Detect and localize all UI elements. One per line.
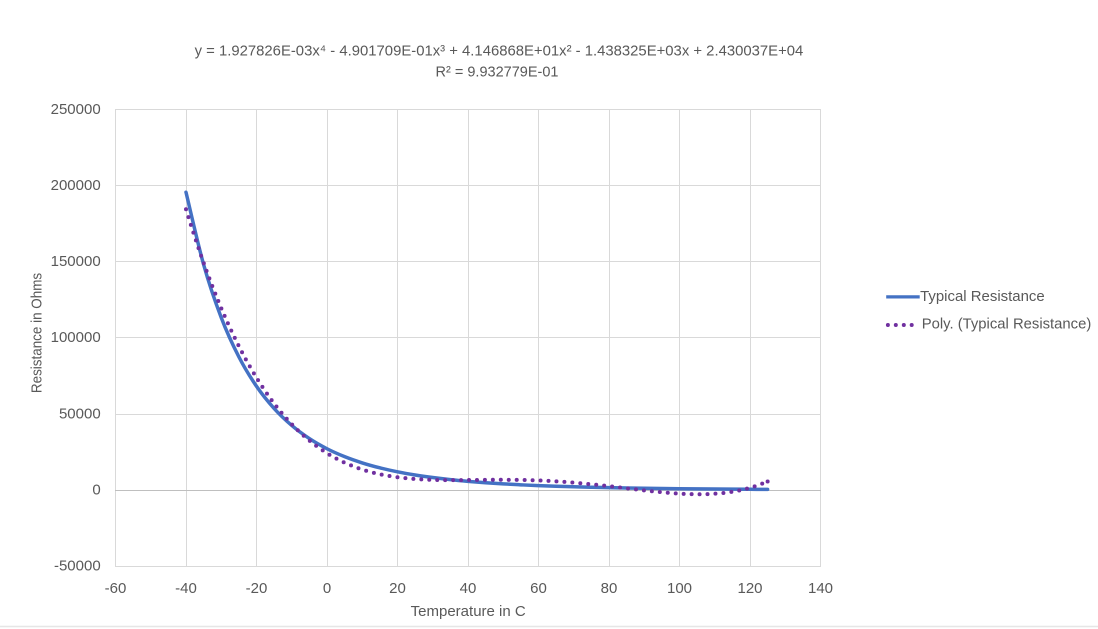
- svg-text:20: 20: [389, 580, 406, 597]
- svg-text:50000: 50000: [59, 405, 101, 422]
- svg-text:120: 120: [737, 580, 762, 597]
- svg-text:200000: 200000: [51, 177, 101, 194]
- svg-text:40: 40: [460, 580, 477, 597]
- svg-text:80: 80: [601, 580, 618, 597]
- svg-text:Poly. (Typical Resistance): Poly. (Typical Resistance): [922, 316, 1092, 333]
- svg-text:Typical Resistance: Typical Resistance: [920, 288, 1045, 305]
- svg-text:150000: 150000: [51, 253, 101, 270]
- svg-text:250000: 250000: [51, 101, 101, 118]
- svg-text:100000: 100000: [51, 329, 101, 346]
- svg-text:-20: -20: [246, 580, 268, 597]
- svg-text:140: 140: [808, 580, 833, 597]
- svg-text:y = 1.927826E-03x⁴ - 4.901709E: y = 1.927826E-03x⁴ - 4.901709E-01x³ + 4.…: [195, 43, 804, 60]
- svg-text:Temperature in C: Temperature in C: [411, 603, 526, 620]
- svg-text:Resistance in Ohms: Resistance in Ohms: [29, 273, 46, 393]
- svg-text:0: 0: [323, 580, 331, 597]
- svg-text:-60: -60: [105, 580, 127, 597]
- svg-text:R² = 9.932779E-01: R² = 9.932779E-01: [436, 64, 559, 81]
- svg-text:100: 100: [667, 580, 692, 597]
- svg-text:60: 60: [530, 580, 547, 597]
- svg-text:0: 0: [92, 482, 100, 499]
- svg-text:-50000: -50000: [54, 558, 101, 575]
- svg-text:-40: -40: [175, 580, 197, 597]
